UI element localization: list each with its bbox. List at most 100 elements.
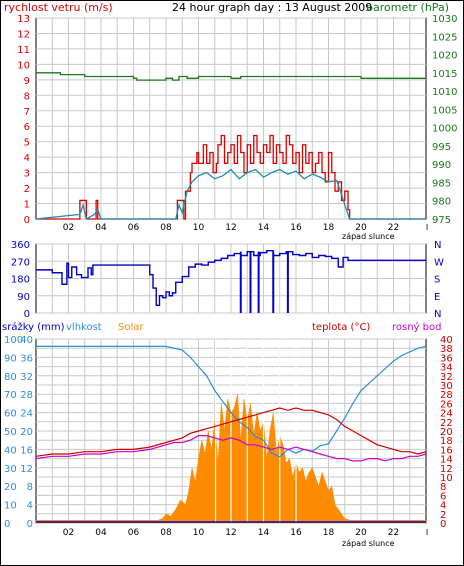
precip-tick-label: 24 [20, 409, 33, 420]
temperature-right-tick-label: 10 [440, 473, 453, 484]
x-tick-label: 18 [323, 528, 335, 538]
x-tick-label: I [426, 223, 428, 232]
temperature-right-tick-label: 6 [440, 491, 446, 502]
compass-tick-label: W [434, 257, 444, 268]
wind-tick-label: 7 [24, 107, 30, 118]
humidity-tick-label: 90 [4, 353, 17, 364]
pressure-tick-label: 1030 [432, 14, 457, 25]
humidity-tick-label: 100 [4, 335, 23, 346]
dewpoint-series [35, 435, 427, 462]
temperature-right-tick-label: 12 [440, 464, 453, 475]
precip-tick-label: 36 [20, 353, 33, 364]
temperature-right-tick-label: 38 [440, 344, 453, 355]
temperature-series [35, 407, 427, 457]
compass-tick-label: S [434, 275, 440, 286]
humidity-tick-label: 80 [4, 372, 17, 383]
wind-tick-label: 8 [24, 91, 30, 102]
wind-tick-label: 11 [17, 45, 30, 56]
pressure-tick-label: 980 [432, 197, 451, 208]
humidity-series [36, 345, 427, 458]
temperature-right-tick-label: 18 [440, 436, 453, 447]
wind-gust-series [36, 134, 426, 220]
compass-tick-label: E [434, 292, 440, 303]
pressure-tick-label: 1005 [432, 105, 457, 116]
wind-average-series [35, 168, 426, 220]
temperature-right-tick-label: 14 [440, 455, 453, 466]
precip-tick-label: 8 [27, 482, 33, 493]
x-tick-label: 20 [355, 223, 367, 233]
x-tick-label: 20 [355, 528, 367, 538]
x-tick-label: 04 [95, 223, 107, 233]
x-tick-label: 08 [160, 528, 172, 538]
precip-tick-label: 16 [20, 445, 33, 456]
x-tick-label: 08 [160, 223, 172, 233]
pressure-tick-label: 1010 [432, 87, 457, 98]
x-tick-label: 10 [193, 223, 205, 233]
precip-tick-label: 32 [20, 372, 33, 383]
direction-tick-label: 360 [11, 240, 30, 251]
wind-tick-label: 1 [24, 200, 30, 211]
wind-axis-title: rychlost vetru (m/s) [4, 1, 113, 14]
temperature-right-tick-label: 28 [440, 390, 453, 401]
pressure-tick-label: 990 [432, 160, 451, 171]
precip-tick-label: 0 [27, 519, 33, 530]
humidity-tick-label: 30 [4, 464, 17, 475]
wind-tick-label: 3 [24, 169, 30, 180]
precip-tick-label: 20 [20, 427, 33, 438]
pressure-tick-label: 1015 [432, 69, 457, 80]
x-tick-label: 14 [258, 223, 270, 233]
pressure-tick-label: 1025 [432, 32, 457, 43]
humidity-tick-label: 70 [4, 390, 17, 401]
compass-tick-label: N [434, 240, 441, 251]
pressure-tick-label: 1020 [432, 51, 457, 62]
temperature-right-tick-label: 20 [440, 427, 453, 438]
humidity-tick-label: 60 [4, 409, 17, 420]
humidity-tick-label: 40 [4, 445, 17, 456]
temperature-right-tick-label: 34 [440, 363, 453, 374]
temperature-right-tick-label: 16 [440, 445, 453, 456]
temperature-right-tick-label: 2 [440, 510, 446, 521]
wind-tick-label: 4 [24, 153, 30, 164]
wind-tick-label: 10 [17, 60, 30, 71]
x-tick-label: 12 [225, 528, 236, 538]
graph-title: 24 hour graph day : 13 August 2009 [172, 1, 372, 14]
temperature-axis-title: teplota (°C) [312, 322, 370, 333]
temperature-right-tick-label: 24 [440, 409, 453, 420]
wind-tick-label: 6 [24, 122, 30, 133]
humidity-tick-label: 10 [4, 501, 17, 512]
temperature-right-tick-label: 0 [440, 519, 446, 530]
x-tick-label: 14 [258, 528, 270, 538]
precip-axis-title: srážky (mm) [2, 321, 65, 333]
pressure-tick-label: 995 [432, 142, 451, 153]
pressure-series [36, 72, 426, 81]
temperature-right-tick-label: 22 [440, 418, 453, 429]
direction-tick-label: 90 [17, 292, 30, 303]
temperature-right-tick-label: 36 [440, 353, 453, 364]
x-tick-label: 04 [95, 528, 107, 538]
x-tick-label: 10 [193, 528, 205, 538]
humidity-axis-title: vlhkost [66, 322, 102, 333]
pressure-tick-label: 985 [432, 178, 451, 189]
precip-tick-label: 12 [20, 464, 33, 475]
precip-tick-label: 28 [20, 390, 33, 401]
temperature-right-tick-label: 40 [440, 335, 453, 346]
pressure-axis-title: barometr (hPa) [366, 1, 449, 14]
solar-axis-title: Solar [118, 322, 144, 333]
humidity-tick-label: 50 [4, 427, 17, 438]
x-tick-label: 12 [225, 223, 236, 233]
temperature-right-tick-label: 32 [440, 372, 453, 383]
humidity-tick-label: 0 [4, 519, 10, 530]
x-tick-label: 18 [323, 223, 335, 233]
precip-tick-label: 40 [20, 335, 33, 346]
x-tick-label: 16 [290, 223, 302, 233]
direction-tick-label: 270 [11, 257, 30, 268]
direction-tick-label: 0 [24, 309, 30, 320]
x-tick-label: 22 [388, 223, 399, 233]
temperature-right-tick-label: 4 [440, 501, 446, 512]
temperature-right-tick-label: 8 [440, 482, 446, 493]
x-tick-label: 02 [63, 528, 74, 538]
wind-direction-series [36, 250, 427, 307]
wind-tick-label: 0 [24, 215, 30, 226]
wind-tick-label: 5 [24, 138, 30, 149]
